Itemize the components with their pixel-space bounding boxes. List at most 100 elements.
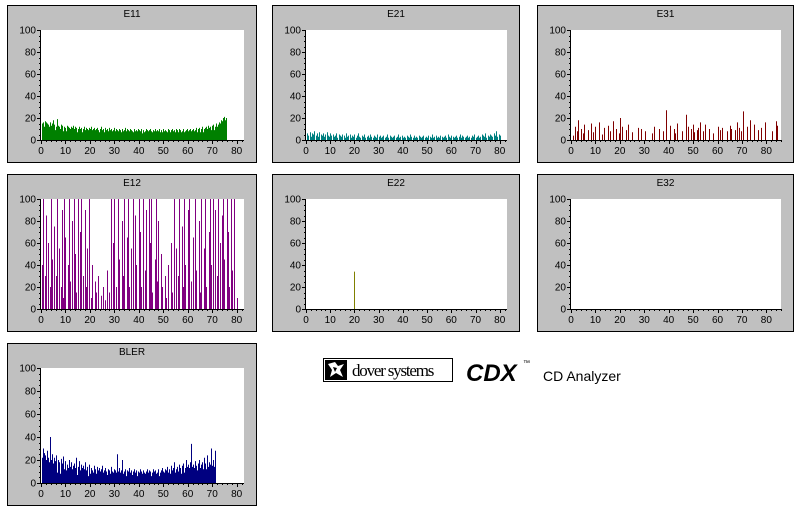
e12-y-tick-label: 100 bbox=[19, 195, 36, 206]
e21-y-tick-label: 40 bbox=[290, 92, 302, 103]
e32-chart-svg: 0 20 40 60 80 100 0 10 20 30 40 50 60 70 80 bbox=[549, 195, 782, 326]
bler-x-tick-label: 80 bbox=[231, 489, 243, 500]
e21-series bbox=[307, 131, 501, 140]
e22-x-tick-label: 80 bbox=[494, 315, 506, 326]
e12-x-tick-label: 10 bbox=[60, 315, 72, 326]
e32-x-tick-label: 50 bbox=[688, 315, 700, 326]
e22-x-tick-label: 60 bbox=[446, 315, 458, 326]
e11-y-tick-label: 60 bbox=[25, 70, 37, 81]
bler-panel: BLER 0 20 40 60 80 100 0 10 20 30 40 50 60 70 80 bbox=[7, 343, 257, 506]
e21-plot-area bbox=[306, 30, 507, 140]
e12-y-tick-label: 80 bbox=[25, 217, 37, 228]
dover-bird-icon bbox=[325, 360, 347, 380]
e21-y-tick-label: 80 bbox=[290, 48, 302, 59]
bler-x-tick-label: 70 bbox=[207, 489, 219, 500]
trademark-symbol: ™ bbox=[523, 360, 530, 367]
bler-x-tick-label: 20 bbox=[84, 489, 96, 500]
bler-y-tick-label: 0 bbox=[30, 479, 36, 490]
e22-x-tick-label: 50 bbox=[422, 315, 434, 326]
e31-x-tick-label: 0 bbox=[568, 146, 574, 157]
e22-x-tick-label: 40 bbox=[397, 315, 409, 326]
e21-chart-svg: 0 20 40 60 80 100 0 10 20 30 40 50 60 70 80 bbox=[284, 26, 507, 157]
e22-x-tick-label: 30 bbox=[373, 315, 385, 326]
e31-x-tick-label: 80 bbox=[761, 146, 773, 157]
e32-y-tick-label: 20 bbox=[555, 283, 567, 294]
e31-x-tick-label: 70 bbox=[736, 146, 748, 157]
e21-y-tick-label: 0 bbox=[295, 136, 301, 147]
e32-y-tick-label: 80 bbox=[555, 217, 567, 228]
e32-x-tick-label: 10 bbox=[590, 315, 602, 326]
bler-x-tick-label: 50 bbox=[158, 489, 170, 500]
e32-plot-area bbox=[571, 199, 781, 309]
e22-y-tick-label: 0 bbox=[295, 305, 301, 316]
e22-y-tick-label: 60 bbox=[290, 239, 302, 250]
e31-chart-svg: 0 20 40 60 80 100 0 10 20 30 40 50 60 70 80 bbox=[549, 26, 782, 157]
e22-x-tick-label: 0 bbox=[303, 315, 309, 326]
e12-y-tick-label: 60 bbox=[25, 239, 37, 250]
e32-x-tick-label: 0 bbox=[568, 315, 574, 326]
e31-y-tick-label: 100 bbox=[549, 26, 566, 37]
e11-y-tick-label: 20 bbox=[25, 114, 37, 125]
e22-chart-title: E22 bbox=[387, 178, 405, 189]
e31-x-tick-label: 60 bbox=[712, 146, 724, 157]
dover-systems-logo: dover systems bbox=[323, 358, 453, 382]
e11-x-tick-label: 0 bbox=[38, 146, 44, 157]
e32-x-tick-label: 20 bbox=[614, 315, 626, 326]
e21-x-tick-label: 60 bbox=[446, 146, 458, 157]
e12-x-tick-label: 60 bbox=[182, 315, 194, 326]
e11-x-tick-label: 10 bbox=[60, 146, 72, 157]
e31-y-tick-label: 40 bbox=[555, 92, 567, 103]
e31-plot-area bbox=[571, 30, 781, 140]
e22-y-tick-label: 80 bbox=[290, 217, 302, 228]
bler-x-tick-label: 60 bbox=[182, 489, 194, 500]
e12-y-tick-label: 40 bbox=[25, 261, 37, 272]
e21-panel: E21 0 20 40 60 80 100 0 10 20 30 40 50 60 70 80 bbox=[272, 5, 520, 163]
e12-chart-title: E12 bbox=[123, 178, 141, 189]
e12-x-tick-label: 80 bbox=[231, 315, 243, 326]
e11-chart-svg: 0 20 40 60 80 100 0 10 20 30 40 50 60 70 80 bbox=[19, 26, 244, 157]
e22-y-tick-label: 100 bbox=[284, 195, 301, 206]
e12-panel: E12 0 20 40 60 80 100 0 10 20 30 40 50 60 70 80 bbox=[7, 174, 257, 332]
e21-x-tick-label: 0 bbox=[303, 146, 309, 157]
bler-x-tick-label: 10 bbox=[60, 489, 72, 500]
e22-chart-svg: 0 20 40 60 80 100 0 10 20 30 40 50 60 70 80 bbox=[284, 195, 507, 326]
e11-y-tick-label: 100 bbox=[19, 26, 36, 37]
e21-chart-title: E21 bbox=[387, 9, 405, 20]
e11-plot-area bbox=[41, 30, 244, 140]
e31-x-tick-label: 10 bbox=[590, 146, 602, 157]
e32-x-tick-label: 40 bbox=[663, 315, 675, 326]
e21-y-tick-label: 60 bbox=[290, 70, 302, 81]
e21-x-tick-label: 80 bbox=[494, 146, 506, 157]
e31-x-tick-label: 20 bbox=[614, 146, 626, 157]
e12-x-tick-label: 50 bbox=[158, 315, 170, 326]
e31-chart-title: E31 bbox=[656, 9, 675, 20]
e32-x-tick-label: 60 bbox=[712, 315, 724, 326]
e32-y-tick-label: 100 bbox=[549, 195, 566, 206]
e12-x-tick-label: 40 bbox=[133, 315, 145, 326]
bler-x-tick-label: 30 bbox=[109, 489, 121, 500]
e12-x-tick-label: 0 bbox=[38, 315, 44, 326]
e22-x-tick-label: 20 bbox=[349, 315, 361, 326]
e31-x-tick-label: 30 bbox=[639, 146, 651, 157]
bler-x-tick-label: 0 bbox=[38, 489, 44, 500]
e31-series bbox=[573, 110, 778, 140]
bler-y-tick-label: 80 bbox=[25, 387, 37, 398]
e32-panel: E32 0 20 40 60 80 100 0 10 20 30 40 50 60 70 80 bbox=[537, 174, 794, 332]
e11-panel: E11 0 20 40 60 80 100 0 10 20 30 40 50 60 70 80 bbox=[7, 5, 257, 163]
logo-text: dover systems bbox=[352, 361, 434, 380]
e22-x-tick-label: 70 bbox=[470, 315, 482, 326]
e11-series bbox=[42, 116, 227, 140]
e31-y-tick-label: 80 bbox=[555, 48, 567, 59]
e31-y-tick-label: 0 bbox=[560, 136, 566, 147]
e32-y-tick-label: 60 bbox=[555, 239, 567, 250]
e21-x-tick-label: 30 bbox=[373, 146, 385, 157]
product-subtitle: CD Analyzer bbox=[543, 368, 621, 384]
e11-y-tick-label: 0 bbox=[30, 136, 36, 147]
e12-y-tick-label: 20 bbox=[25, 283, 37, 294]
e32-y-tick-label: 40 bbox=[555, 261, 567, 272]
bler-y-tick-label: 20 bbox=[25, 456, 37, 467]
e31-y-tick-label: 60 bbox=[555, 70, 567, 81]
e32-y-tick-label: 0 bbox=[560, 305, 566, 316]
e11-y-tick-label: 40 bbox=[25, 92, 37, 103]
e21-y-tick-label: 100 bbox=[284, 26, 301, 37]
